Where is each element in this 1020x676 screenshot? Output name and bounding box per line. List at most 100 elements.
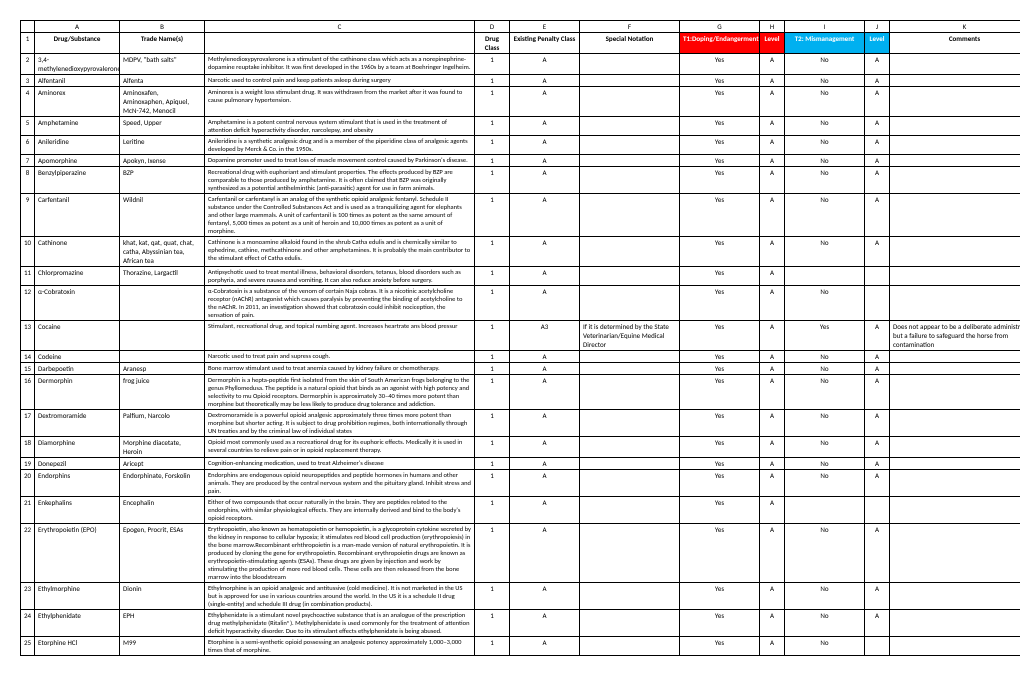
class-cell: 1 xyxy=(475,375,510,410)
comments-cell xyxy=(890,610,1020,637)
t1-cell: Yes xyxy=(680,437,760,458)
drug-cell: Apomorphine xyxy=(35,155,120,167)
row-num: 5 xyxy=(21,117,35,136)
trade-cell: Wildnil xyxy=(120,194,205,237)
trade-cell: Leritine xyxy=(120,136,205,155)
drug-cell: Chlorpromazine xyxy=(35,267,120,286)
t1-cell: Yes xyxy=(680,286,760,321)
row-num: 7 xyxy=(21,155,35,167)
drug-cell: Enkephalins xyxy=(35,497,120,524)
table-row: 24EthylphenidateEPHEthylphenidate is a s… xyxy=(21,610,1020,637)
lvl1-cell: A xyxy=(760,437,785,458)
t1-cell: Yes xyxy=(680,75,760,87)
drug-cell: Ethylphenidate xyxy=(35,610,120,637)
table-row: 10Cathinonekhat, kat, qat, quat, chat, c… xyxy=(21,237,1020,267)
penalty-cell: A xyxy=(510,610,580,637)
table-row: 23EthylmorphineDioninEthylmorphine is an… xyxy=(21,583,1020,610)
trade-cell: MDPV, "bath salts" xyxy=(120,54,205,75)
lvl2-cell: A xyxy=(865,470,890,497)
t2-cell: No xyxy=(785,194,865,237)
row-num: 20 xyxy=(21,470,35,497)
lvl2-cell: A xyxy=(865,54,890,75)
t2-cell: No xyxy=(785,54,865,75)
drug-cell: Amphetamine xyxy=(35,117,120,136)
hdr-desc xyxy=(205,33,475,54)
lvl2-cell xyxy=(865,286,890,321)
trade-cell xyxy=(120,321,205,351)
hdr-drug: Drug/Substance xyxy=(35,33,120,54)
t1-cell: Yes xyxy=(680,583,760,610)
class-cell: 1 xyxy=(475,75,510,87)
lvl2-cell: A xyxy=(865,87,890,117)
penalty-cell: A xyxy=(510,437,580,458)
comments-cell xyxy=(890,637,1020,656)
t1-cell: Yes xyxy=(680,524,760,583)
class-cell: 1 xyxy=(475,237,510,267)
lvl2-cell xyxy=(865,497,890,524)
hdr-trade: Trade Name(s) xyxy=(120,33,205,54)
t2-cell: No xyxy=(785,437,865,458)
penalty-cell: A xyxy=(510,458,580,470)
t2-cell: No xyxy=(785,610,865,637)
comments-cell xyxy=(890,286,1020,321)
penalty-cell: A xyxy=(510,363,580,375)
lvl1-cell: A xyxy=(760,583,785,610)
class-cell: 1 xyxy=(475,167,510,194)
t1-cell: Yes xyxy=(680,136,760,155)
notation-cell xyxy=(580,286,680,321)
table-row: 8BenzylpiperazineBZPRecreational drug wi… xyxy=(21,167,1020,194)
desc-cell: Endorphins are endogenous opioid neurope… xyxy=(205,470,475,497)
lvl2-cell: A xyxy=(865,167,890,194)
penalty-cell: A xyxy=(510,583,580,610)
drug-cell: 3,4-methylenedioxypyrovalerone xyxy=(35,54,120,75)
comments-cell xyxy=(890,497,1020,524)
trade-cell: EPH xyxy=(120,610,205,637)
notation-cell xyxy=(580,583,680,610)
row-num: 10 xyxy=(21,237,35,267)
desc-cell: Anileridine is a synthetic analgesic dru… xyxy=(205,136,475,155)
comments-cell xyxy=(890,437,1020,458)
class-cell: 1 xyxy=(475,351,510,363)
class-cell: 1 xyxy=(475,155,510,167)
comments-cell xyxy=(890,167,1020,194)
table-row: 16Dermorphinfrog juiceDermorphin is a he… xyxy=(21,375,1020,410)
table-row: 22Erythropoietin (EPO)Epogen, Procrit, E… xyxy=(21,524,1020,583)
col-letter: H xyxy=(760,21,785,33)
lvl2-cell: A xyxy=(865,437,890,458)
lvl1-cell: A xyxy=(760,75,785,87)
class-cell: 1 xyxy=(475,267,510,286)
lvl1-cell: A xyxy=(760,610,785,637)
penalty-cell: A xyxy=(510,470,580,497)
penalty-cell: A xyxy=(510,410,580,437)
t2-cell: No xyxy=(785,458,865,470)
t1-cell: Yes xyxy=(680,610,760,637)
lvl1-cell: A xyxy=(760,410,785,437)
table-row: 13CocaineStimulant, recreational drug, a… xyxy=(21,321,1020,351)
desc-cell: Dopamine promoter used to treat loss of … xyxy=(205,155,475,167)
t1-cell: Yes xyxy=(680,321,760,351)
penalty-cell: A xyxy=(510,167,580,194)
notation-cell xyxy=(580,194,680,237)
t2-cell: No xyxy=(785,375,865,410)
t1-cell: Yes xyxy=(680,410,760,437)
drug-cell: Dermorphin xyxy=(35,375,120,410)
row-num: 8 xyxy=(21,167,35,194)
penalty-cell: A xyxy=(510,351,580,363)
t2-cell: No xyxy=(785,410,865,437)
class-cell: 1 xyxy=(475,410,510,437)
comments-cell xyxy=(890,470,1020,497)
penalty-cell: A3 xyxy=(510,321,580,351)
drug-cell: Erythropoietin (EPO) xyxy=(35,524,120,583)
t1-cell: Yes xyxy=(680,267,760,286)
t2-cell: No xyxy=(785,583,865,610)
lvl1-cell: A xyxy=(760,470,785,497)
class-cell: 1 xyxy=(475,286,510,321)
notation-cell xyxy=(580,155,680,167)
comments-cell xyxy=(890,237,1020,267)
t2-cell: No xyxy=(785,363,865,375)
col-letter: E xyxy=(510,21,580,33)
trade-cell: Apokyn, Ixense xyxy=(120,155,205,167)
class-cell: 1 xyxy=(475,497,510,524)
comments-cell xyxy=(890,87,1020,117)
drug-cell: Endorphins xyxy=(35,470,120,497)
